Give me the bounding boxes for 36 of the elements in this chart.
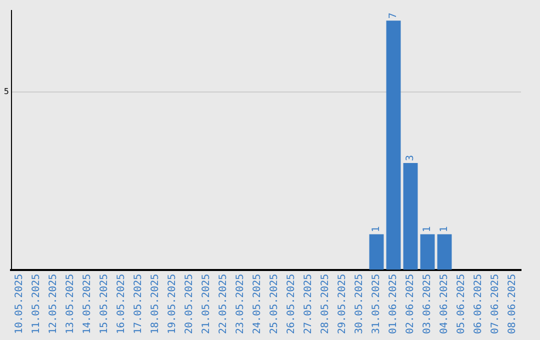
y-tick-label: 5 [4, 86, 9, 96]
x-tick-label: 31.05.2025 [371, 274, 382, 334]
x-tick-label: 23.05.2025 [235, 274, 246, 334]
x-tick-label: 16.05.2025 [116, 274, 128, 334]
data-label: 1 [422, 226, 434, 232]
x-tick-label: 04.06.2025 [439, 274, 450, 334]
x-tick-label: 18.05.2025 [150, 274, 162, 334]
data-label: 7 [388, 12, 400, 19]
x-tick-label: 29.05.2025 [337, 274, 348, 334]
x-tick-label: 06.06.2025 [473, 274, 484, 334]
x-tick-label: 13.05.2025 [65, 274, 76, 334]
x-tick-label: 02.06.2025 [405, 274, 416, 334]
x-tick-label: 15.05.2025 [99, 274, 110, 334]
x-tick-label: 27.05.2025 [303, 274, 314, 334]
x-tick-label: 26.05.2025 [286, 274, 298, 334]
data-label: 1 [439, 226, 450, 232]
x-tick-label: 21.05.2025 [201, 274, 212, 334]
x-tick-label: 01.06.2025 [388, 274, 400, 334]
x-tick-label: 24.05.2025 [252, 274, 264, 334]
x-tick-label: 30.05.2025 [354, 274, 366, 334]
x-tick-label: 08.06.2025 [507, 274, 518, 334]
x-tick-label: 25.05.2025 [269, 274, 280, 334]
x-tick-label: 03.06.2025 [422, 274, 434, 334]
x-tick-label: 12.05.2025 [48, 274, 60, 334]
data-label: 3 [405, 155, 416, 162]
data-label: 1 [371, 226, 382, 232]
x-tick-label: 20.05.2025 [184, 274, 196, 334]
x-tick-label: 17.05.2025 [133, 274, 144, 334]
x-tick-label: 07.06.2025 [490, 274, 502, 334]
x-tick-label: 05.06.2025 [456, 274, 468, 334]
x-tick-label: 19.05.2025 [167, 274, 178, 334]
x-tick-label: 22.05.2025 [218, 274, 230, 334]
x-tick-label: 14.05.2025 [82, 274, 94, 334]
x-tick-label: 28.05.2025 [320, 274, 332, 334]
x-tick-label: 10.05.2025 [14, 274, 26, 334]
x-tick-label: 11.05.2025 [31, 274, 42, 334]
